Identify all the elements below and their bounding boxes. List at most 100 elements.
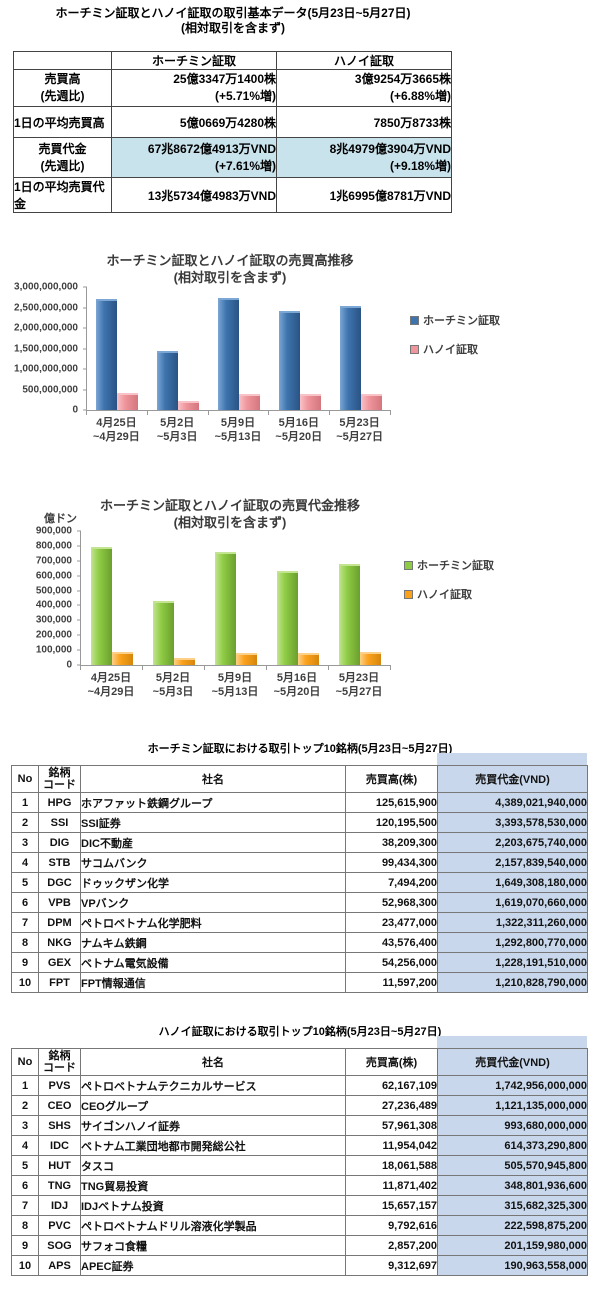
cell-no: 1 (11, 792, 39, 813)
cell-volume: 9,312,697 (345, 1255, 438, 1276)
legend-swatch (404, 560, 413, 570)
cell-ticker-code: SOG (38, 1235, 81, 1256)
y-tick-label: 400,000 (35, 599, 72, 611)
summary-corner-cell (13, 51, 112, 70)
header-row: No 銘柄 コード 社名 売買高(株) 売買代金(VND) (11, 765, 588, 793)
summary-header-hanoi: ハノイ証取 (276, 51, 452, 70)
x-tick-mark (268, 411, 270, 415)
bar-hanoi (299, 394, 321, 410)
cell-company-name: ペトロベトナムテクニカルサービス (80, 1075, 346, 1096)
cell-no: 6 (11, 892, 39, 913)
cell-value: 993,680,000,000 (437, 1115, 588, 1136)
cell-value: 1,228,191,510,000 (437, 952, 588, 973)
cell-value: 1,292,800,770,000 (437, 932, 588, 953)
legend-item: ハノイ証取 (404, 586, 494, 602)
cell-no: 8 (11, 1215, 39, 1236)
table-row: 9 GEX ベトナム電気設備 54,256,000 1,228,191,510,… (11, 952, 588, 973)
y-tick-mark (77, 619, 81, 621)
bar-hcm (278, 311, 300, 410)
table-row: 8 PVC ペトロベトナムドリル溶液化学製品 9,792,616 222,598… (11, 1215, 588, 1236)
value-chart-y-axis: 900,000 800,000 700,000 600,000 500,000 400,0… (0, 526, 78, 671)
value-chart: ホーチミン証取とハノイ証取の売買代金推移 (相対取引を含まず) 億ドン 900,… (0, 495, 600, 745)
bar-hanoi (117, 393, 139, 410)
table-row: 6 TNG TNG貿易投資 11,871,402 348,801,936,600 (11, 1175, 588, 1196)
y-tick-mark (83, 389, 87, 390)
y-tick-mark (83, 368, 87, 370)
table-row: 1 PVS ペトロベトナムテクニカルサービス 62,167,109 1,742,… (11, 1075, 588, 1096)
table-row: 7 IDJ IDJベトナム投資 15,657,157 315,682,325,3… (11, 1195, 588, 1216)
summary-label-avg-value: 1日の平均売買代金 (13, 177, 112, 213)
bar-hanoi (238, 393, 260, 410)
bar-hanoi (360, 652, 381, 665)
cell-no: 4 (11, 852, 39, 873)
bar-hcm (339, 563, 360, 665)
header-no: No (11, 1048, 39, 1076)
bar-group (269, 287, 330, 410)
x-category-label: 5月23日 ~5月27日 (335, 672, 383, 698)
cell-no: 9 (11, 1235, 39, 1256)
cell-ticker-code: NKG (38, 932, 81, 953)
hcm-top10-table-wrap: No 銘柄 コード 社名 売買高(株) 売買代金(VND) 1 HPG ホアファ… (11, 753, 588, 993)
y-tick-label: 1,500,000,000 (14, 343, 78, 354)
cell-company-name: サフォコ食糧 (80, 1235, 346, 1256)
summary-avg-volume-hcm: 5億0669万4280株 (111, 106, 277, 138)
header-volume: 売買高(株) (345, 1048, 438, 1076)
cell-volume: 9,792,616 (345, 1215, 438, 1236)
cell-value: 1,210,828,790,000 (437, 972, 588, 993)
volume-chart-x-ticks (86, 411, 391, 415)
cell-ticker-code: HUT (38, 1155, 81, 1176)
cell-no: 8 (11, 932, 39, 953)
cell-ticker-code: SSI (38, 812, 81, 833)
x-tick-mark (266, 666, 267, 670)
legend-label: ハノイ証取 (417, 589, 472, 601)
bar-group (143, 531, 205, 665)
y-tick-label: 100,000 (35, 644, 72, 656)
cell-no: 7 (11, 1195, 39, 1216)
cell-no: 3 (11, 1115, 39, 1136)
cell-no: 10 (11, 1255, 39, 1276)
y-tick-label: 800,000 (35, 540, 72, 552)
header-value: 売買代金(VND) (437, 765, 588, 793)
cell-ticker-code: FPT (38, 972, 81, 993)
x-tick-mark (146, 411, 148, 415)
cell-value: 1,619,070,660,000 (437, 892, 588, 913)
x-category-label: 5月16日 ~5月20日 (275, 417, 323, 443)
cell-value: 315,682,325,300 (437, 1195, 588, 1216)
bar-hanoi (178, 401, 200, 410)
cell-value: 2,157,839,540,000 (437, 852, 588, 873)
header-no: No (11, 765, 39, 793)
cell-no: 5 (11, 872, 39, 893)
table-row: 4 STB サコムバンク 99,434,300 2,157,839,540,00… (11, 852, 588, 873)
x-category-label: 5月2日 ~5月3日 (152, 672, 194, 698)
cell-value: 190,963,558,000 (437, 1255, 588, 1276)
volume-chart-y-axis: 3,000,000,000 2,500,000,000 2,000,000,000 1… (0, 282, 84, 416)
document-title-line1: ホーチミン証取とハノイ証取の取引基本データ(5月23日~5月27日) (55, 6, 411, 20)
volume-chart-legend: ホーチミン証取 ハノイ証取 (410, 312, 500, 370)
bar-hcm (153, 600, 174, 665)
table-row: 4 IDC ベトナム工業団地都市開発総公社 11,954,042 614,373… (11, 1135, 588, 1156)
summary-table: ホーチミン証取 ハノイ証取 売買高 (先週比) 25億3347万1400株 (+… (13, 51, 452, 213)
bar-hcm (215, 551, 236, 665)
value-chart-plot (77, 530, 391, 666)
cell-volume: 11,871,402 (345, 1175, 438, 1196)
value-column-highlight-strip (437, 753, 587, 765)
bar-hcm (217, 298, 239, 410)
cell-value: 1,121,135,000,000 (437, 1095, 588, 1116)
value-chart-title: ホーチミン証取とハノイ証取の売買代金推移 (相対取引を含まず) (99, 498, 360, 530)
y-tick-mark (77, 590, 81, 592)
y-tick-mark (77, 545, 81, 547)
summary-label-volume: 売買高 (先週比) (13, 69, 112, 107)
y-tick-mark (77, 604, 81, 606)
cell-volume: 23,477,000 (345, 912, 438, 933)
cell-ticker-code: GEX (38, 952, 81, 973)
table-row: 7 DPM ペトロベトナム化学肥料 23,477,000 1,322,311,2… (11, 912, 588, 933)
bar-group (330, 287, 391, 410)
volume-chart: ホーチミン証取とハノイ証取の売買高推移 (相対取引を含まず) 3,000,000… (0, 250, 600, 492)
legend-item: ハノイ証取 (410, 341, 500, 357)
cell-ticker-code: CEO (38, 1095, 81, 1116)
cell-ticker-code: DIG (38, 832, 81, 853)
table-row: 2 SSI SSI証券 120,195,500 3,393,578,530,00… (11, 812, 588, 833)
header-name: 社名 (80, 1048, 346, 1076)
hanoi-top10-table: No 銘柄 コード 社名 売買高(株) 売買代金(VND) 1 PVS ペトロベ… (11, 1048, 588, 1276)
x-category-label: 4月25日 ~4月29日 (93, 417, 140, 443)
